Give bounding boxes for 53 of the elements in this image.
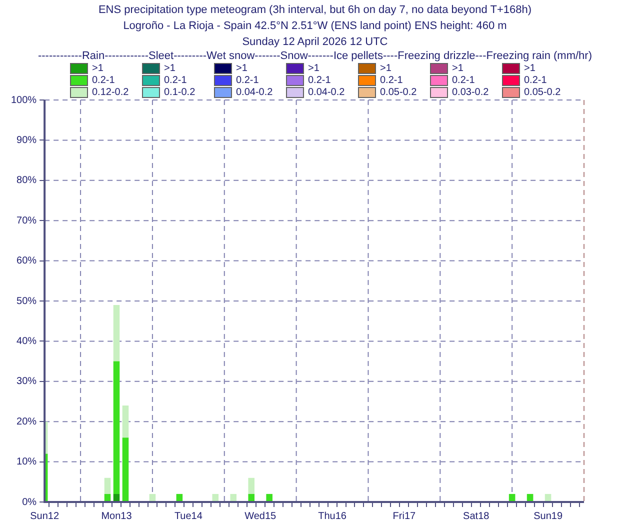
legend-label: 0.05-0.2 [380, 86, 417, 98]
y-tick-label: 70% [16, 215, 37, 226]
bar [266, 494, 272, 502]
x-tick-label: Tue14 [174, 510, 203, 522]
chart-title: ENS precipitation type meteogram (3h interval, but 6h on day 7, no data beyond T+168h) [97, 3, 533, 18]
bar [212, 494, 219, 502]
legend-label: 0.04-0.2 [236, 86, 273, 98]
y-tick-label: 90% [16, 134, 37, 146]
legend-label: 0.12-0.2 [92, 86, 129, 98]
bar [104, 478, 111, 494]
y-tick-label: 60% [16, 256, 37, 267]
y-tick-label: 20% [16, 416, 37, 428]
x-tick-label: Fri17 [392, 510, 416, 522]
legend-label: 0.03-0.2 [452, 86, 489, 98]
legend-label: >1 [452, 62, 464, 74]
y-tick-label: 10% [16, 456, 37, 468]
bar [113, 361, 120, 494]
legend-label: 0.05-0.2 [524, 86, 561, 98]
legend-label: >1 [92, 62, 104, 74]
legend-label: >1 [524, 62, 536, 74]
y-tick-label: 30% [16, 376, 37, 388]
legend-label: 0.04-0.2 [308, 86, 345, 98]
x-tick-label: Sun19 [534, 510, 563, 522]
legend-label: 0.2-1 [380, 74, 403, 86]
bar [230, 494, 237, 502]
legend-label: 0.2-1 [92, 74, 115, 86]
y-tick-label: 50% [16, 296, 37, 307]
legend-label: 0.2-1 [164, 74, 187, 86]
x-tick-label: Mon13 [101, 510, 132, 522]
chart-subtitle: Logroño - La Rioja - Spain 42.5°N 2.51°W (ENS land point) ENS height: 460 m Sunday 12 April 2026 12 UTC [122, 19, 508, 50]
x-tick-label: Thu16 [318, 510, 347, 522]
x-tick-label: Sun12 [30, 510, 60, 522]
y-tick-label: 80% [16, 175, 37, 186]
y-tick-label: 40% [16, 336, 37, 347]
legend-label: >1 [308, 62, 320, 74]
bar [248, 478, 254, 494]
x-tick-label: Wed15 [244, 510, 277, 522]
bar [113, 305, 120, 362]
x-tick-label: Sat18 [463, 510, 490, 522]
legend-label: 0.2-1 [524, 74, 547, 86]
legend-label: 0.2-1 [236, 74, 259, 86]
y-tick-label: 0% [22, 496, 37, 508]
legend-label: >1 [236, 62, 248, 74]
legend-label: 0.2-1 [308, 74, 331, 86]
bar [248, 494, 254, 502]
legend-label: 0.1-0.2 [164, 86, 196, 98]
legend-label: >1 [164, 62, 176, 74]
legend-label: 0.2-1 [452, 74, 475, 86]
bar [122, 438, 129, 502]
bar [122, 406, 129, 438]
legend-title: ------------Rain------------Sleet---------Wet snow-------Snow-------Ice pellets----Freezing drizzle---Freezing rain (mm/hr) [36, 50, 594, 62]
legend-label: >1 [380, 62, 392, 74]
y-tick-label: 100% [11, 94, 37, 106]
